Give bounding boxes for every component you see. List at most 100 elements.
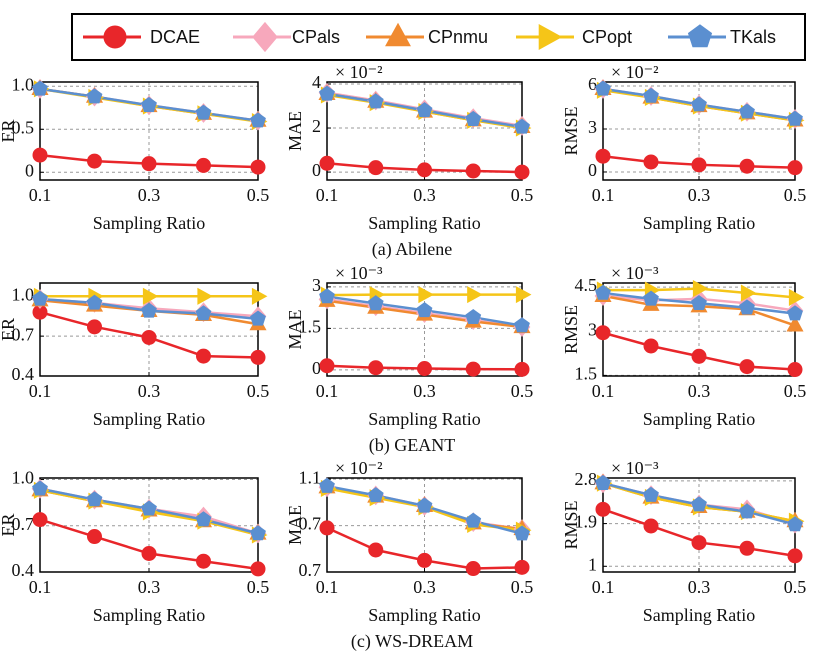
point: [417, 552, 432, 568]
point: [32, 80, 48, 96]
x-tick-label: 0.5: [511, 577, 534, 597]
point: [250, 525, 266, 541]
point: [196, 157, 211, 173]
y-multiplier: × 10⁻²: [611, 62, 659, 82]
x-tick-label: 0.1: [316, 185, 339, 205]
point: [787, 160, 803, 176]
legend-label: CPals: [292, 27, 340, 47]
point: [417, 162, 432, 178]
point: [141, 302, 157, 318]
y-multiplier: × 10⁻³: [611, 263, 659, 283]
row-caption: (b) GEANT: [369, 435, 455, 456]
point: [514, 164, 530, 180]
point: [465, 163, 481, 179]
x-tick-label: 0.5: [511, 381, 534, 401]
point: [643, 486, 659, 502]
point: [250, 349, 266, 365]
point: [643, 290, 659, 306]
point: [691, 348, 707, 364]
y-axis-label: MAE: [285, 505, 305, 545]
row-caption: (a) Abilene: [372, 239, 452, 260]
x-tick-label: 0.1: [592, 577, 615, 597]
y-tick-label: 0: [312, 358, 321, 378]
point: [643, 154, 659, 170]
y-tick-label: 3: [312, 275, 321, 295]
point: [416, 302, 433, 318]
point: [32, 290, 48, 306]
point: [739, 103, 755, 119]
point: [691, 496, 707, 512]
y-tick-label: 4.5: [575, 275, 598, 295]
x-axis-label: Sampling Ratio: [93, 213, 206, 233]
x-tick-label: 0.3: [413, 185, 436, 205]
y-tick-label: 6: [588, 74, 597, 94]
point: [514, 118, 530, 134]
y-axis-label: RMSE: [561, 500, 581, 549]
point: [739, 503, 755, 519]
point: [787, 516, 803, 532]
y-axis-label: MAE: [285, 111, 305, 151]
point: [465, 361, 481, 377]
point: [691, 157, 707, 173]
point: [368, 542, 384, 558]
point: [87, 153, 102, 169]
point: [514, 559, 530, 575]
x-axis-label: Sampling Ratio: [93, 605, 206, 625]
x-tick-label: 0.5: [247, 577, 270, 597]
x-tick-label: 0.3: [688, 577, 711, 597]
point: [32, 147, 48, 163]
y-tick-label: 0.5: [12, 117, 35, 137]
y-tick-label: 1.0: [12, 284, 35, 304]
point: [32, 512, 48, 528]
point: [86, 491, 103, 507]
point: [787, 110, 803, 126]
point: [368, 360, 384, 376]
y-tick-label: 2: [312, 116, 321, 136]
point: [416, 497, 433, 513]
point: [367, 295, 384, 311]
point: [250, 159, 266, 175]
point: [739, 359, 755, 375]
point: [86, 294, 103, 310]
y-axis-label: ER: [0, 318, 18, 341]
x-tick-label: 0.1: [316, 381, 339, 401]
x-tick-label: 0.1: [29, 577, 52, 597]
y-multiplier: × 10⁻²: [335, 62, 383, 82]
point: [86, 88, 103, 104]
y-multiplier: × 10⁻²: [335, 458, 383, 478]
point: [197, 287, 213, 305]
row-caption: (c) WS-DREAM: [351, 631, 473, 652]
legend-marker: [538, 24, 563, 50]
point: [691, 535, 707, 551]
point: [467, 286, 483, 304]
y-axis-label: MAE: [285, 309, 305, 349]
point: [250, 310, 266, 326]
point: [418, 286, 434, 304]
point: [739, 540, 755, 556]
x-tick-label: 0.1: [29, 185, 52, 205]
x-tick-label: 0.1: [29, 381, 52, 401]
x-tick-label: 0.1: [316, 577, 339, 597]
legend-box: [71, 13, 806, 61]
point: [87, 319, 102, 335]
plot-frame: [602, 81, 796, 181]
point: [643, 518, 659, 534]
x-tick-label: 0.3: [138, 185, 161, 205]
y-tick-label: 1: [588, 554, 597, 574]
y-tick-label: 1.0: [12, 74, 35, 94]
x-axis-label: Sampling Ratio: [368, 409, 481, 429]
y-tick-label: 0.7: [299, 514, 322, 534]
y-tick-label: 2.8: [575, 469, 598, 489]
point: [691, 294, 707, 311]
x-tick-label: 0.3: [138, 381, 161, 401]
x-tick-label: 0.5: [511, 185, 534, 205]
point: [465, 309, 482, 325]
legend-marker: [687, 24, 713, 48]
x-axis-label: Sampling Ratio: [643, 605, 756, 625]
point: [196, 348, 211, 364]
y-tick-label: 0: [312, 160, 321, 180]
y-axis-label: ER: [0, 513, 18, 536]
x-tick-label: 0.5: [784, 381, 807, 401]
point: [595, 148, 611, 164]
y-multiplier: × 10⁻³: [611, 458, 659, 478]
